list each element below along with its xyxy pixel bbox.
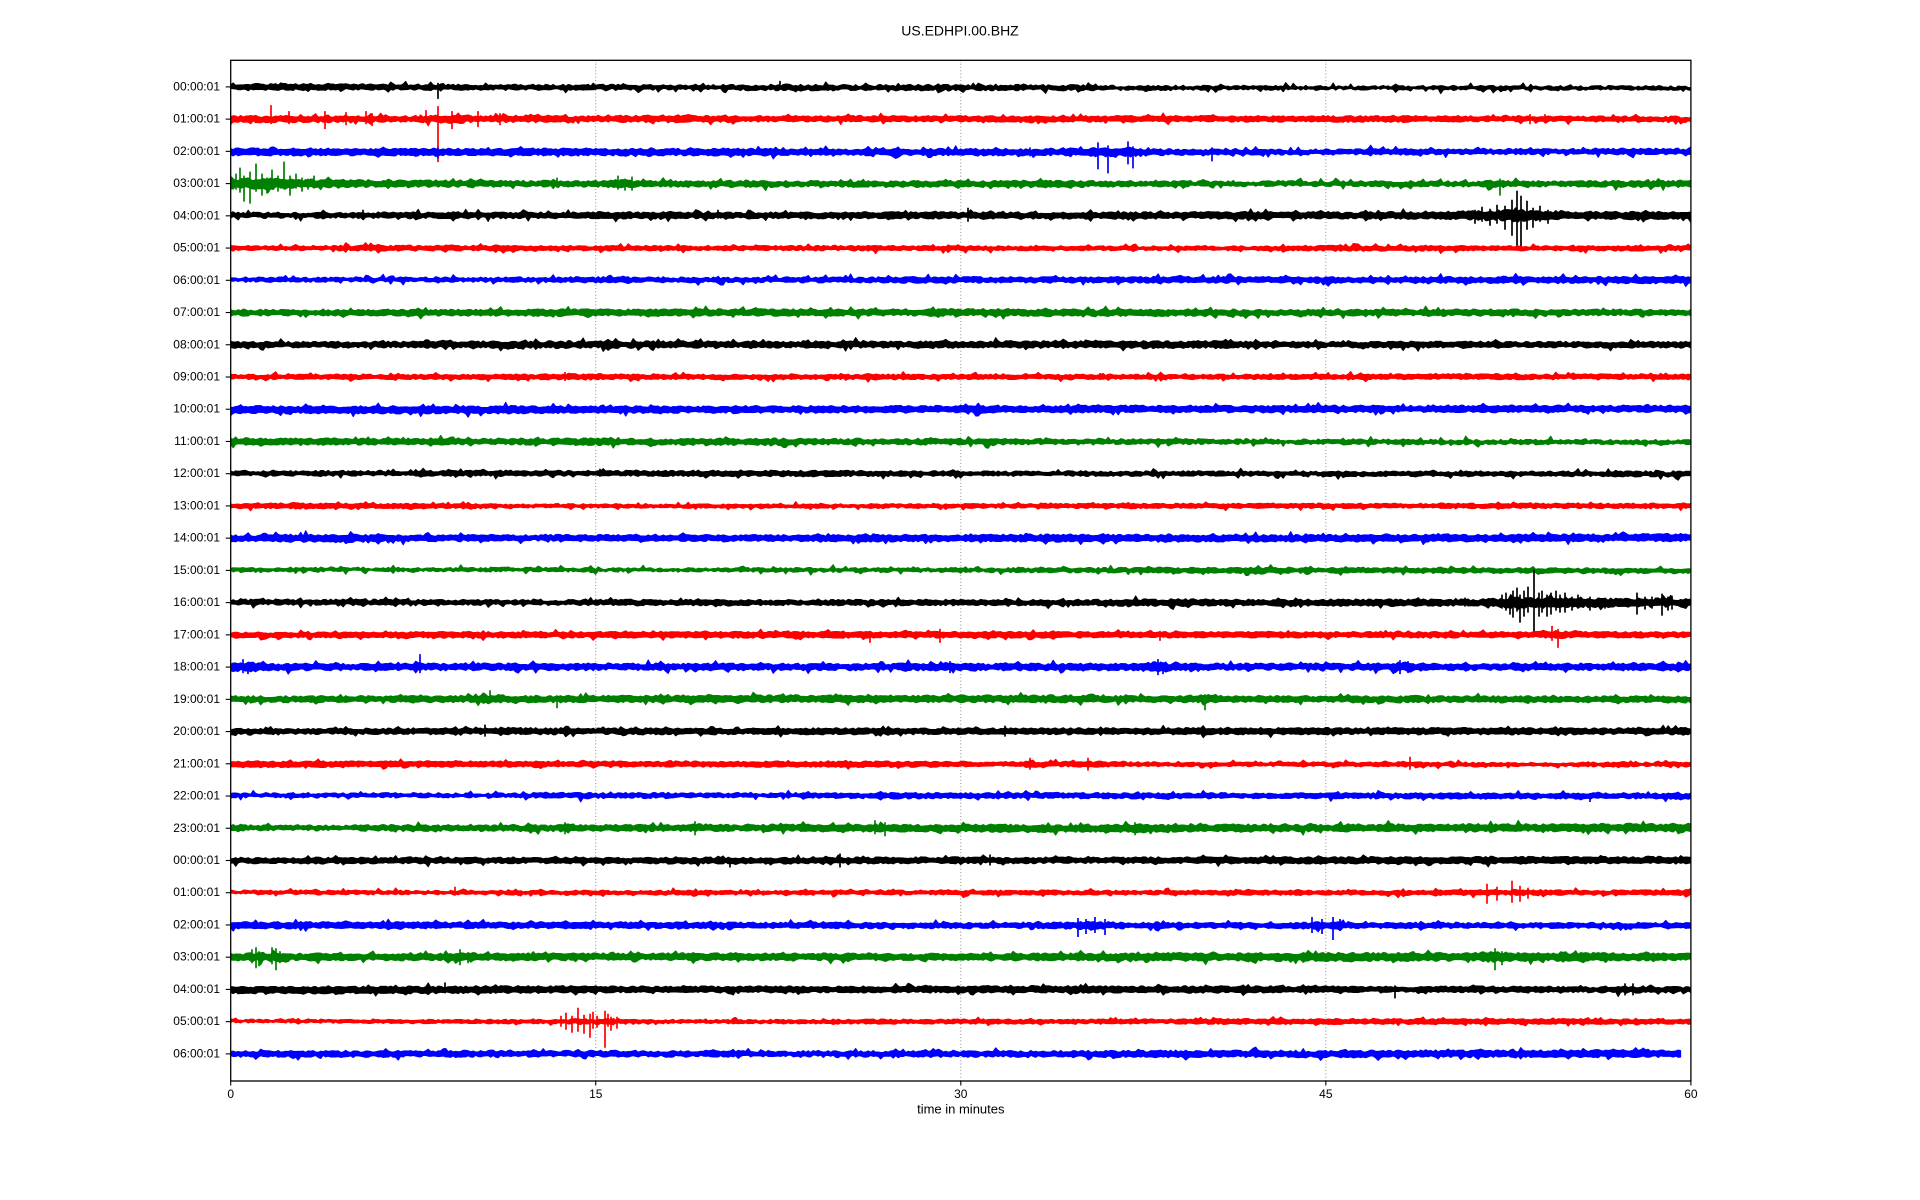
svg-text:03:00:01: 03:00:01: [173, 950, 220, 964]
svg-text:16:00:01: 16:00:01: [173, 595, 220, 609]
svg-text:21:00:01: 21:00:01: [173, 756, 220, 770]
svg-text:12:00:01: 12:00:01: [173, 466, 220, 480]
svg-text:18:00:01: 18:00:01: [173, 660, 220, 674]
svg-text:15: 15: [589, 1087, 603, 1101]
svg-text:08:00:01: 08:00:01: [173, 337, 220, 351]
svg-text:30: 30: [954, 1087, 968, 1101]
svg-text:20:00:01: 20:00:01: [173, 724, 220, 738]
svg-text:11:00:01: 11:00:01: [174, 434, 220, 448]
svg-text:14:00:01: 14:00:01: [173, 531, 220, 545]
svg-text:01:00:01: 01:00:01: [173, 112, 220, 126]
svg-text:17:00:01: 17:00:01: [173, 627, 220, 641]
svg-text:04:00:01: 04:00:01: [173, 982, 220, 996]
svg-text:23:00:01: 23:00:01: [173, 821, 220, 835]
svg-text:06:00:01: 06:00:01: [173, 1046, 220, 1060]
svg-text:19:00:01: 19:00:01: [173, 692, 220, 706]
svg-text:06:00:01: 06:00:01: [173, 273, 220, 287]
svg-text:04:00:01: 04:00:01: [173, 208, 220, 222]
svg-text:00:00:01: 00:00:01: [173, 853, 220, 867]
svg-text:13:00:01: 13:00:01: [173, 498, 220, 512]
svg-text:07:00:01: 07:00:01: [173, 305, 220, 319]
svg-text:15:00:01: 15:00:01: [173, 563, 220, 577]
svg-text:time in minutes: time in minutes: [917, 1102, 1005, 1117]
svg-text:10:00:01: 10:00:01: [173, 402, 220, 416]
svg-text:03:00:01: 03:00:01: [173, 176, 220, 190]
svg-text:05:00:01: 05:00:01: [173, 1014, 220, 1028]
svg-text:00:00:01: 00:00:01: [173, 79, 220, 93]
svg-text:05:00:01: 05:00:01: [173, 241, 220, 255]
svg-text:0: 0: [227, 1087, 234, 1101]
svg-text:60: 60: [1684, 1087, 1698, 1101]
svg-text:02:00:01: 02:00:01: [173, 144, 220, 158]
svg-text:01:00:01: 01:00:01: [173, 885, 220, 899]
svg-text:02:00:01: 02:00:01: [173, 918, 220, 932]
svg-text:09:00:01: 09:00:01: [173, 370, 220, 384]
svg-text:22:00:01: 22:00:01: [173, 789, 220, 803]
svg-text:US.EDHPI.00.BHZ: US.EDHPI.00.BHZ: [901, 23, 1019, 39]
svg-text:45: 45: [1319, 1087, 1333, 1101]
